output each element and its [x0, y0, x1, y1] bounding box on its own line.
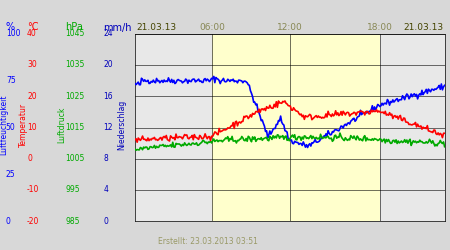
Text: 0: 0	[6, 217, 11, 226]
Text: 16: 16	[104, 92, 113, 101]
Text: mm/h: mm/h	[104, 22, 132, 32]
Text: 21.03.13: 21.03.13	[403, 23, 443, 32]
Text: Temperatur: Temperatur	[19, 103, 28, 147]
Text: 985: 985	[65, 217, 80, 226]
Text: °C: °C	[27, 22, 39, 32]
Text: 1005: 1005	[65, 154, 85, 163]
Text: 25: 25	[6, 170, 15, 179]
Text: hPa: hPa	[65, 22, 83, 32]
Text: 0: 0	[27, 154, 32, 163]
Text: 50: 50	[6, 123, 16, 132]
Text: 4: 4	[104, 186, 108, 194]
Text: 1035: 1035	[65, 60, 85, 70]
Text: 20: 20	[27, 92, 36, 101]
Text: 1045: 1045	[65, 29, 85, 38]
Text: 24: 24	[104, 29, 113, 38]
Text: 8: 8	[104, 154, 108, 163]
Text: 1015: 1015	[65, 123, 85, 132]
Text: 0: 0	[104, 217, 108, 226]
Text: 12: 12	[104, 123, 113, 132]
Text: 100: 100	[6, 29, 20, 38]
Text: 30: 30	[27, 60, 37, 70]
Text: Niederschlag: Niederschlag	[117, 100, 126, 150]
Text: 1025: 1025	[65, 92, 85, 101]
Text: 21.03.13: 21.03.13	[136, 23, 177, 32]
Text: -10: -10	[27, 186, 40, 194]
Text: 75: 75	[6, 76, 16, 85]
Text: 40: 40	[27, 29, 37, 38]
Text: Erstellt: 23.03.2013 03:51: Erstellt: 23.03.2013 03:51	[158, 237, 257, 246]
Text: 10: 10	[27, 123, 36, 132]
Text: 995: 995	[65, 186, 80, 194]
Text: Luftdruck: Luftdruck	[58, 107, 67, 143]
Bar	[212, 34, 380, 221]
Text: %: %	[6, 22, 15, 32]
Text: Luftfeuchtigkeit: Luftfeuchtigkeit	[0, 95, 8, 155]
Text: -20: -20	[27, 217, 40, 226]
Text: 20: 20	[104, 60, 113, 70]
